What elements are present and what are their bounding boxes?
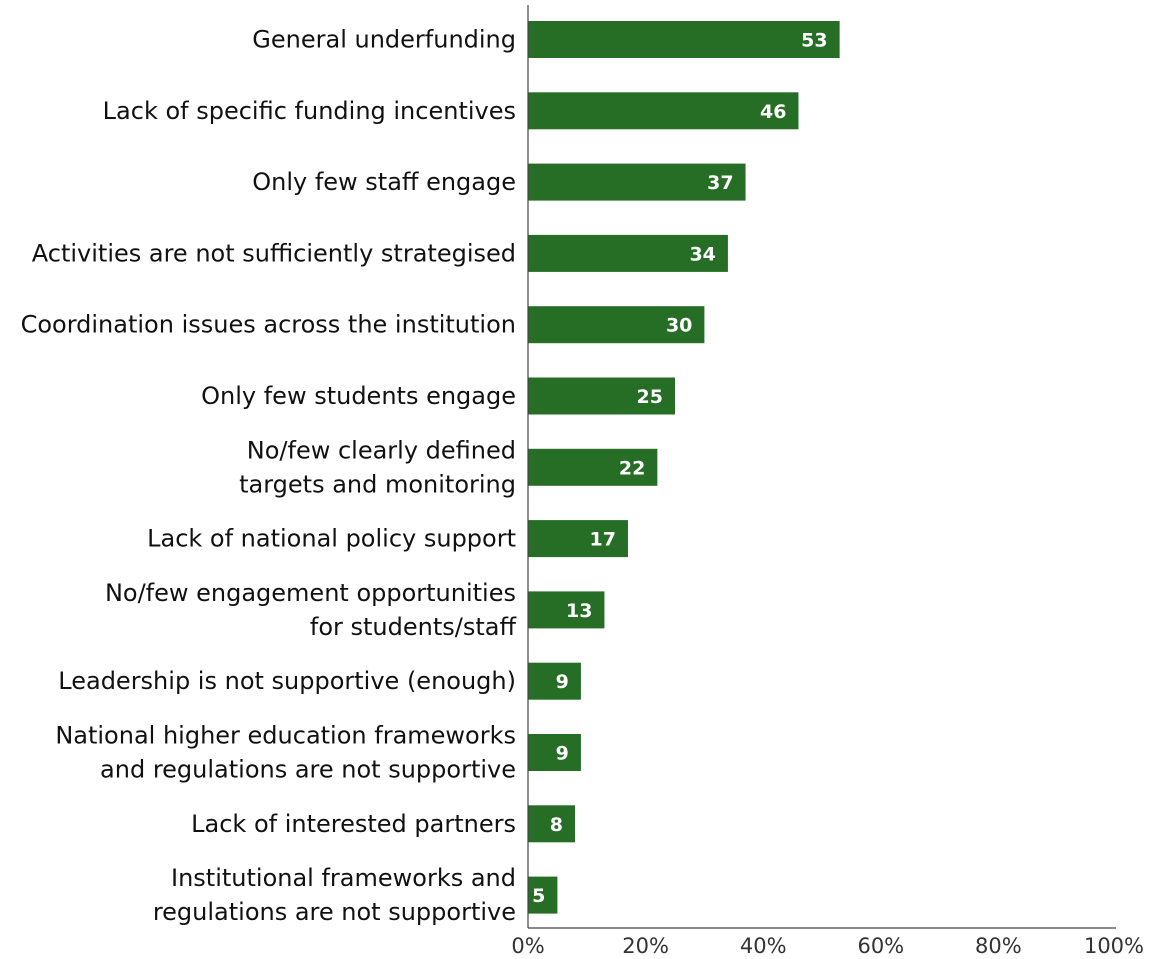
x-tick-label: 60% <box>857 934 904 958</box>
category-label: Lack of specific funding incentives <box>103 97 516 125</box>
category-labels-layer: General underfunding Lack of specific fun… <box>21 26 517 927</box>
category-label: National higher education frameworks and … <box>55 722 516 784</box>
bar-value-label: 13 <box>566 600 592 622</box>
bar-value-label: 34 <box>689 243 715 265</box>
value-labels-layer: 53 46 37 34 30 25 22 17 13 9 9 8 5 <box>532 30 827 908</box>
category-label: Coordination issues across the instituti… <box>21 311 516 339</box>
bar <box>528 92 799 130</box>
bar <box>528 21 840 58</box>
bar <box>528 163 746 201</box>
bar <box>528 734 581 771</box>
bar-value-label: 9 <box>556 671 569 693</box>
bar-value-label: 8 <box>550 814 563 836</box>
bar-value-label: 5 <box>532 885 545 907</box>
bar <box>528 876 558 914</box>
bar <box>528 234 728 272</box>
bar-value-label: 25 <box>637 386 663 408</box>
category-label: Only few staff engage <box>252 168 516 196</box>
category-label: Only few students engage <box>201 382 516 410</box>
x-tick-label: 80% <box>975 934 1022 958</box>
x-tick-label: 40% <box>740 934 787 958</box>
x-tick-label: 0% <box>511 934 544 958</box>
bar-value-label: 37 <box>707 172 733 194</box>
bar <box>528 805 576 843</box>
bar <box>528 662 581 700</box>
x-tick-label: 20% <box>622 934 669 958</box>
x-tick-labels-layer: 0% 20% 40% 60% 80% 100% <box>511 934 1144 958</box>
bar-value-label: 9 <box>556 743 569 765</box>
category-label: General underfunding <box>252 26 516 54</box>
bar <box>528 520 628 558</box>
bar-value-label: 22 <box>619 457 645 479</box>
category-label: No/few clearly defined targets and monito… <box>239 436 516 498</box>
category-label: Lack of interested partners <box>191 810 516 838</box>
category-label: No/few engagement opportunities for stude… <box>105 579 517 641</box>
bar <box>528 377 675 415</box>
bar-value-label: 30 <box>666 315 692 337</box>
bar <box>528 306 705 344</box>
bar-value-label: 53 <box>801 30 827 52</box>
bars-layer <box>528 21 840 914</box>
category-label: Leadership is not supportive (enough) <box>58 667 516 695</box>
bar-value-label: 17 <box>590 529 616 551</box>
bar-value-label: 46 <box>760 101 786 123</box>
category-label: Activities are not sufficiently strategi… <box>32 239 516 267</box>
x-tick-label: 100% <box>1084 934 1144 958</box>
category-label: Lack of national policy support <box>147 525 516 553</box>
bar <box>528 591 605 629</box>
category-label: Institutional frameworks and regulations … <box>153 864 516 926</box>
bar <box>528 448 658 486</box>
